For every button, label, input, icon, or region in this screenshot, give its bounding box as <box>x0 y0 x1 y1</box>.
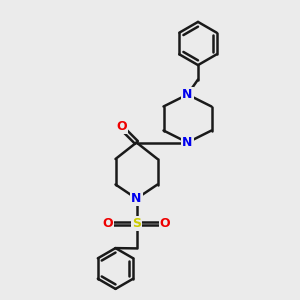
Text: N: N <box>131 192 142 205</box>
Text: O: O <box>116 119 127 133</box>
Text: O: O <box>160 217 170 230</box>
Text: S: S <box>132 217 141 230</box>
Text: N: N <box>182 136 193 149</box>
Text: O: O <box>103 217 113 230</box>
Text: N: N <box>182 88 193 101</box>
